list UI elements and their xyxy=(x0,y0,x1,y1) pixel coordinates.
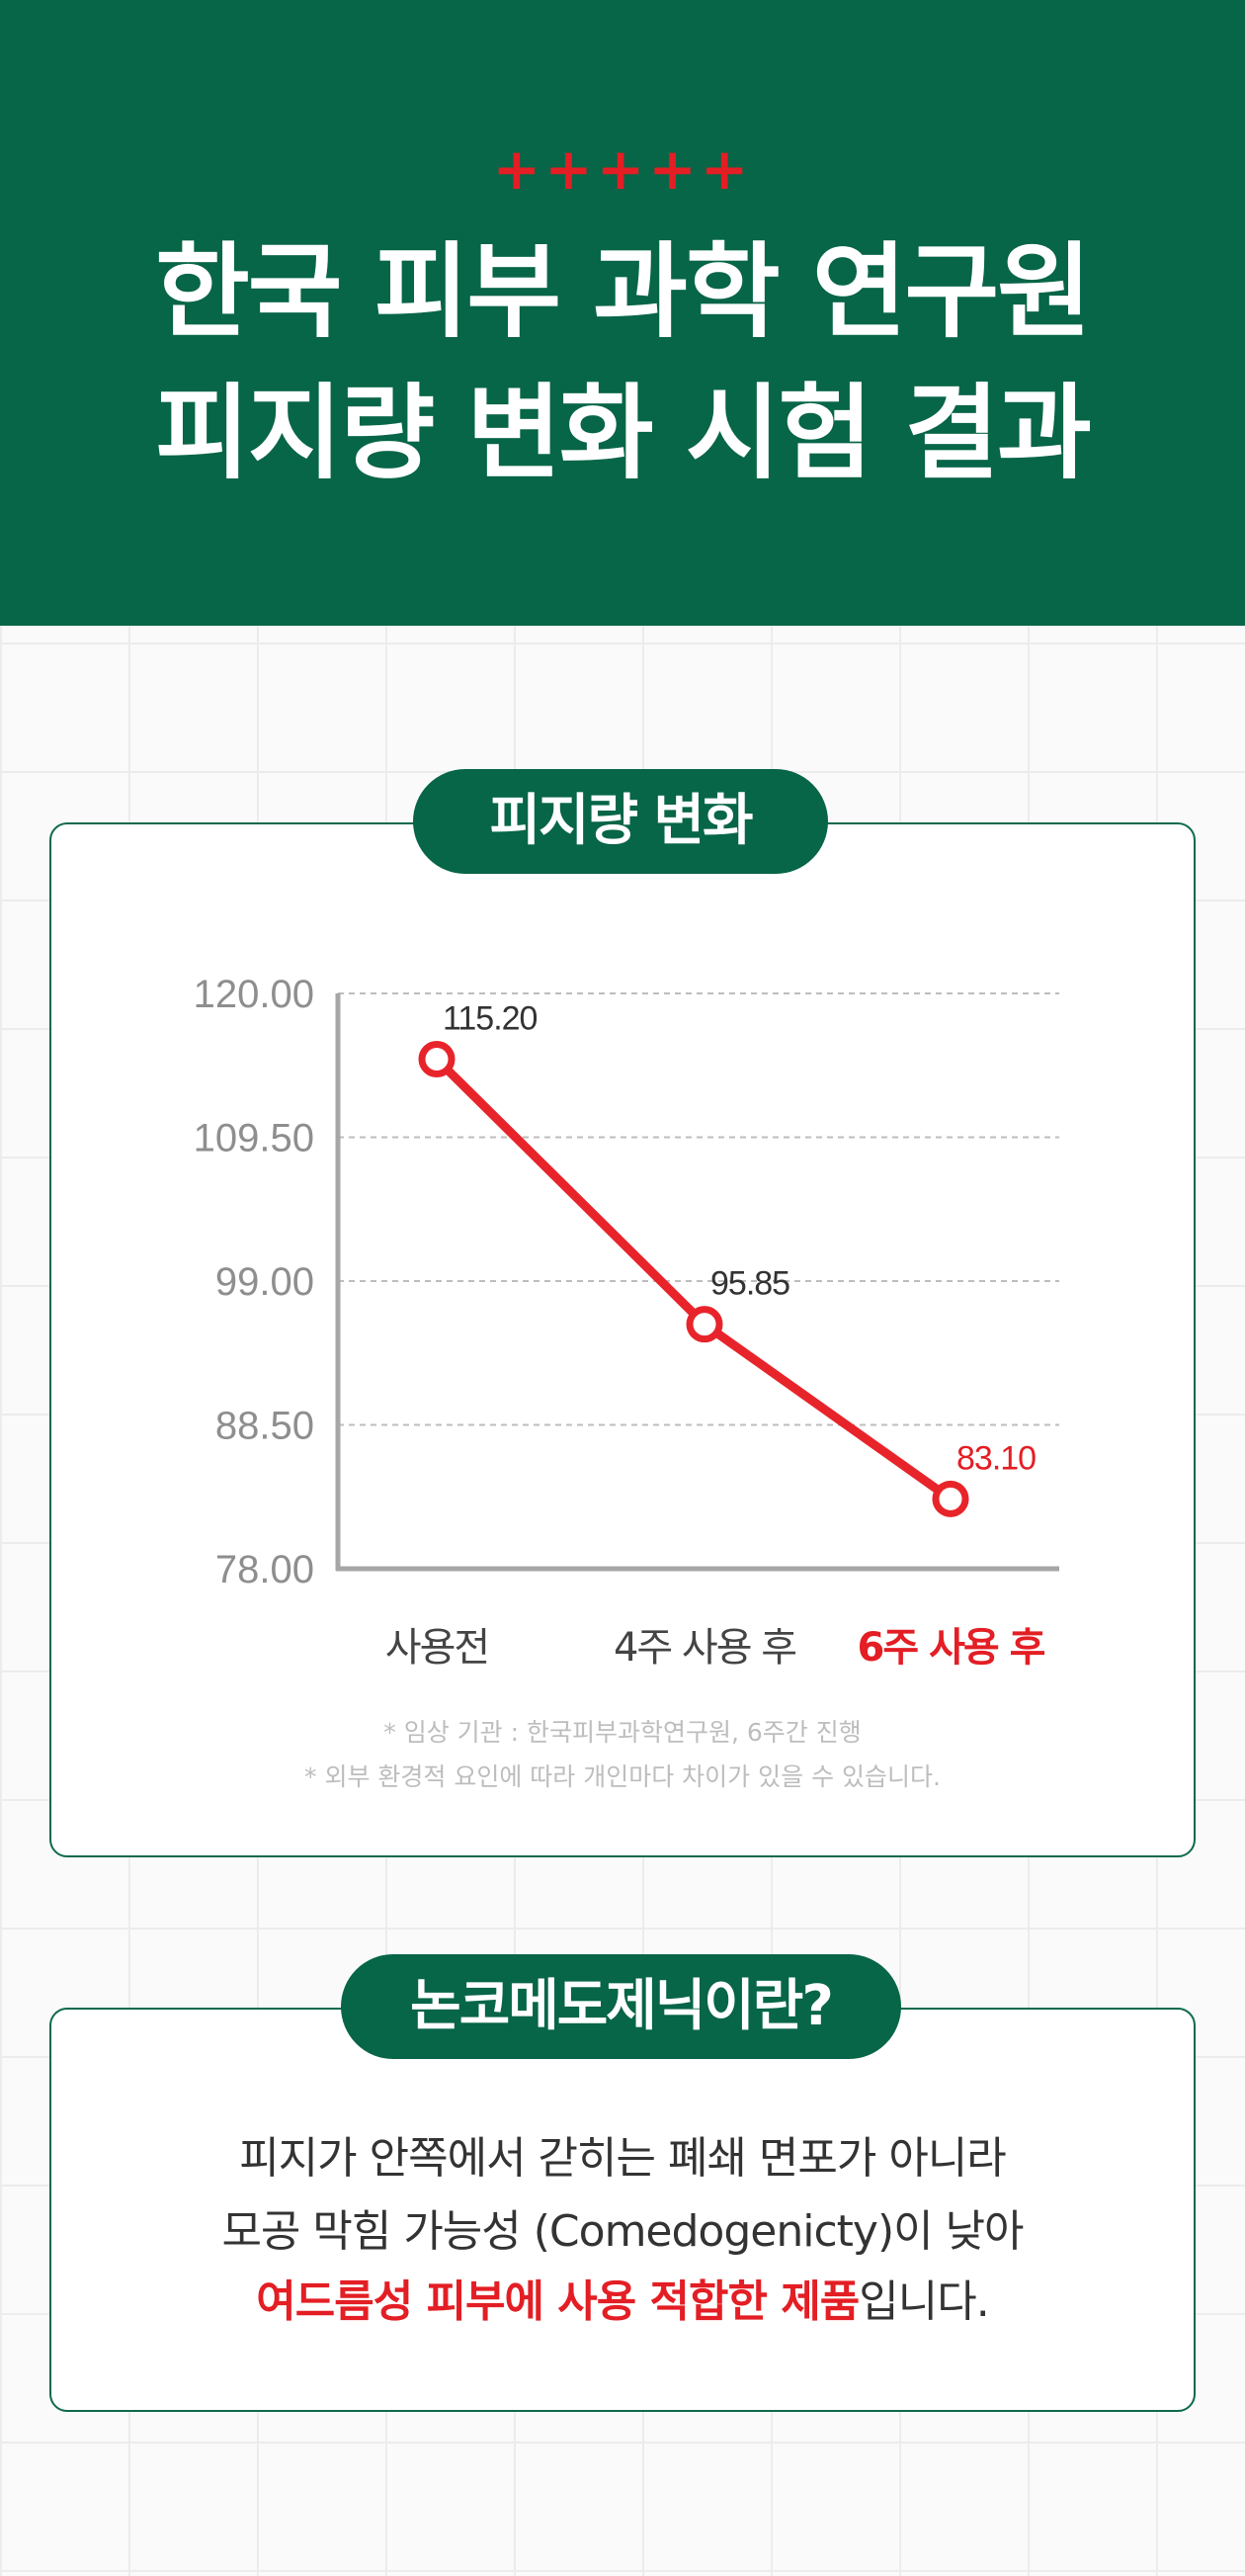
page-title-line2: 피지량 변화 시험 결과 xyxy=(155,373,1092,493)
header-banner: +++++ 한국 피부 과학 연구원 피지량 변화 시험 결과 xyxy=(0,0,1245,626)
description-line1: 피지가 안쪽에서 갇히는 폐쇄 면포가 아니라 xyxy=(239,2133,1007,2184)
decorative-crosses: +++++ xyxy=(492,135,753,203)
disclaimer-note: * 외부 환경적 요인에 따라 개인마다 차이가 있을 수 있습니다. xyxy=(304,1762,941,1791)
description-ending: 입니다. xyxy=(859,2276,989,2327)
page-title-line1: 한국 피부 과학 연구원 xyxy=(155,231,1092,352)
description-highlight: 여드름성 피부에 사용 적합한 제품 xyxy=(256,2276,860,2327)
section-label-sebum: 피지량 변화 xyxy=(413,769,828,874)
description-line3: 여드름성 피부에 사용 적합한 제품입니다. xyxy=(0,2280,1245,2324)
clinical-note: * 임상 기관 : 한국피부과학연구원, 6주간 진행 xyxy=(383,1718,862,1747)
sebum-chart-card xyxy=(49,822,1196,1857)
description-line2: 모공 막힘 가능성 (Comedogenicty)이 낮아 xyxy=(221,2206,1024,2257)
noncomedogenic-card xyxy=(49,2008,1196,2412)
section-label-noncomedogenic: 논코메도제닉이란? xyxy=(341,1954,901,2059)
